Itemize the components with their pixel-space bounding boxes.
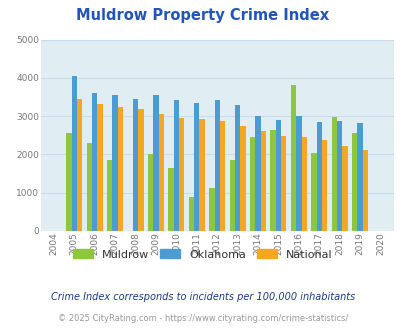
Bar [214, 100, 220, 231]
Bar [301, 137, 306, 231]
Legend: Muldrow, Oklahoma, National: Muldrow, Oklahoma, National [68, 245, 337, 264]
Bar [280, 136, 286, 231]
Bar [336, 121, 341, 231]
Bar [168, 168, 173, 231]
Bar [331, 117, 336, 231]
Bar [240, 126, 245, 231]
Bar [220, 121, 225, 231]
Bar [179, 118, 184, 231]
Bar [148, 154, 153, 231]
Bar [321, 140, 326, 231]
Bar [209, 188, 214, 231]
Bar [199, 119, 204, 231]
Bar [188, 197, 194, 231]
Bar [255, 116, 260, 231]
Bar [66, 133, 71, 231]
Bar [97, 104, 102, 231]
Bar [234, 105, 240, 231]
Bar [138, 109, 143, 231]
Bar [362, 150, 367, 231]
Bar [260, 131, 265, 231]
Bar [153, 95, 158, 231]
Bar [356, 123, 362, 231]
Bar [270, 130, 275, 231]
Bar [229, 160, 234, 231]
Bar [249, 137, 255, 231]
Bar [158, 114, 164, 231]
Bar [132, 99, 138, 231]
Bar [341, 147, 347, 231]
Bar [117, 107, 123, 231]
Bar [77, 99, 82, 231]
Text: © 2025 CityRating.com - https://www.cityrating.com/crime-statistics/: © 2025 CityRating.com - https://www.city… [58, 314, 347, 323]
Text: Muldrow Property Crime Index: Muldrow Property Crime Index [76, 8, 329, 23]
Bar [173, 100, 179, 231]
Bar [296, 116, 301, 231]
Bar [316, 122, 321, 231]
Bar [71, 76, 77, 231]
Bar [275, 120, 280, 231]
Bar [351, 133, 356, 231]
Bar [87, 143, 92, 231]
Bar [290, 85, 296, 231]
Bar [107, 160, 112, 231]
Text: Crime Index corresponds to incidents per 100,000 inhabitants: Crime Index corresponds to incidents per… [51, 292, 354, 302]
Bar [92, 93, 97, 231]
Bar [194, 103, 199, 231]
Bar [112, 95, 117, 231]
Bar [311, 152, 316, 231]
